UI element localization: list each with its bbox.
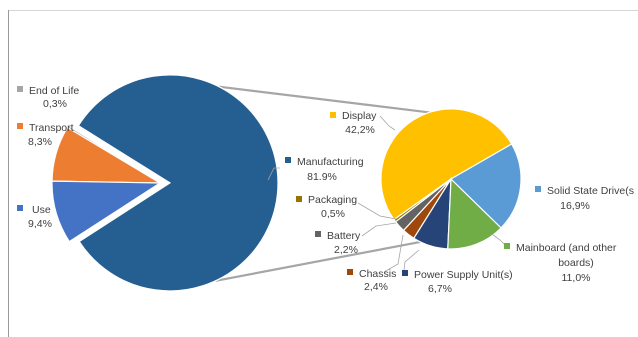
leader-line-power-supply-unit-s [403, 249, 420, 271]
leader-line-display [379, 115, 396, 131]
label-value-display: 42,2% [345, 124, 375, 136]
data-label-battery: Battery 2,2% [315, 230, 361, 256]
label-value-power-supply-unit-s: 6,7% [428, 283, 452, 295]
label-swatch-end-of-life [17, 86, 23, 92]
label-value-battery: 2,2% [334, 244, 358, 256]
leader-line-packaging [357, 202, 397, 220]
main-slice-use [51, 180, 162, 243]
label-name-transport: Transport [29, 122, 74, 134]
chart-frame-top [8, 10, 638, 11]
data-label-manufacturing: Manufacturing 81.9% [285, 156, 364, 183]
leader-line-chassis [383, 234, 404, 273]
connector-line-bottom [215, 240, 421, 282]
label-value-mainboard-and-other-boards: 11,0% [562, 272, 591, 284]
label-swatch-battery [315, 231, 321, 237]
label-name-end-of-life: End of Life [29, 85, 79, 97]
label-name-display: Display [342, 110, 377, 122]
label-swatch-manufacturing [285, 157, 291, 163]
label-swatch-transport [17, 123, 23, 129]
label-value-use: 9,4% [28, 218, 52, 230]
leader-line-manufacturing [267, 167, 280, 181]
data-label-packaging: Packaging 0,5% [296, 194, 357, 220]
label-swatch-power-supply-unit-s [402, 270, 408, 276]
label-swatch-mainboard-and-other-boards [504, 243, 510, 249]
label-name-use: Use [32, 204, 51, 216]
label-name-chassis: Chassis [359, 268, 396, 280]
label-value-chassis: 2,4% [364, 281, 388, 293]
label-value-transport: 8,3% [28, 136, 52, 148]
chart-frame-left [8, 10, 9, 337]
secondary-slice-mainboard-and-other-boards [447, 177, 502, 250]
main-pie [51, 74, 279, 292]
label-name-manufacturing: Manufacturing [297, 156, 364, 168]
main-slice-manufacturing [77, 74, 279, 292]
leader-line-battery [361, 222, 397, 237]
data-label-use: Use 9,4% [17, 204, 52, 230]
label-name-packaging: Packaging [308, 194, 357, 206]
secondary-slice-display [380, 108, 513, 221]
data-label-power-supply-unit-s: Power Supply Unit(s) 6,7% [402, 269, 513, 295]
label-value-packaging: 0,5% [321, 208, 345, 220]
secondary-pie [380, 108, 522, 250]
label-name-battery: Battery [327, 230, 361, 242]
label-name-mainboard-and-other-boards: Mainboard (and other [516, 242, 617, 254]
data-label-solid-state-drive-s: Solid State Drive(s 16,9% [535, 185, 634, 212]
secondary-slice-solid-state-drive-s [450, 143, 522, 229]
label-swatch-display [330, 112, 336, 118]
label-value-manufacturing: 81.9% [307, 171, 337, 183]
connector-line-top [218, 85, 430, 114]
label-swatch-solid-state-drive-s [535, 186, 541, 192]
connector-lines [215, 85, 430, 282]
label-name-solid-state-drive-s: Solid State Drive(s [547, 185, 634, 197]
data-label-mainboard-and-other-boards: Mainboard (and other boards) 11,0% [504, 242, 617, 284]
label-swatch-chassis [347, 269, 353, 275]
data-label-transport: Transport 8,3% [17, 122, 74, 148]
label-value-solid-state-drive-s: 16,9% [560, 200, 590, 212]
label-swatch-packaging [296, 196, 302, 202]
label-value-end-of-life: 0,3% [43, 98, 67, 110]
label-swatch-use [17, 205, 23, 211]
label-name-power-supply-unit-s: Power Supply Unit(s) [414, 269, 513, 281]
data-label-display: Display 42,2% [330, 110, 377, 136]
label-name-mainboard-and-other-boards-line1: boards) [558, 257, 594, 269]
